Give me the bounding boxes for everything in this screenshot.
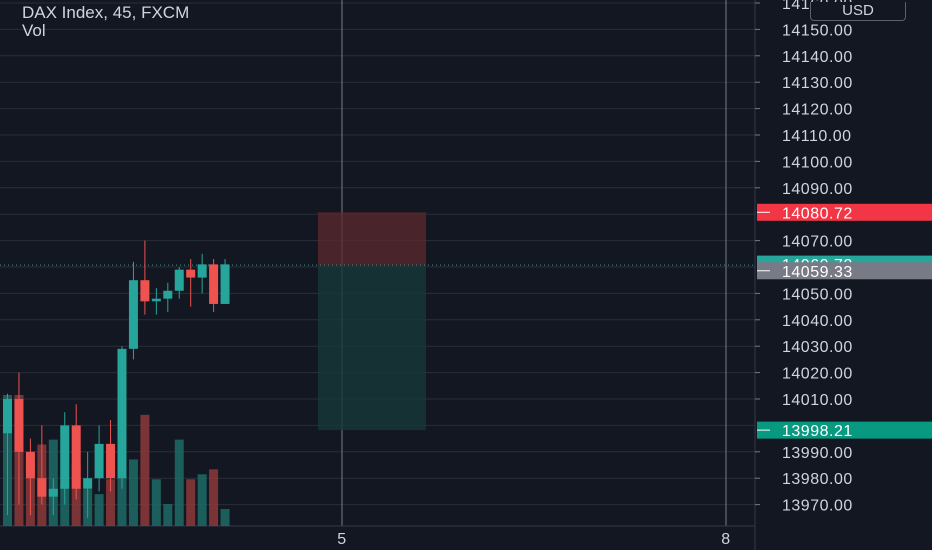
volume-bar (60, 484, 70, 526)
volume-bar (140, 414, 150, 526)
take-profit-zone (318, 265, 426, 431)
price-tick-label: 14070.00 (782, 234, 853, 251)
symbol-title[interactable]: DAX Index, 45, FXCM (22, 3, 190, 22)
candle-body (209, 264, 219, 304)
volume-indicator-label[interactable]: Vol (22, 21, 46, 40)
volume-bar (197, 474, 207, 526)
candle-body (25, 451, 35, 479)
candle-body (71, 425, 81, 489)
candle-body (163, 290, 173, 299)
price-tick-label: 14120.00 (782, 102, 853, 119)
volume-bar (209, 469, 219, 526)
price-tick-label: 13970.00 (782, 498, 853, 515)
price-tick-label: 14010.00 (782, 392, 853, 409)
price-tick-label: 14030.00 (782, 339, 853, 356)
candle-body (3, 399, 12, 434)
candle-body (37, 478, 47, 497)
candle-body (151, 298, 161, 302)
price-tick-label: 14150.00 (782, 22, 853, 39)
price-axis[interactable]: 14160.0014150.0014140.0014130.0014120.00… (755, 0, 853, 515)
price-tag-label: 13998.21 (782, 423, 853, 440)
price-tag-label: 14080.72 (782, 205, 853, 222)
price-tag-label: 14059.33 (782, 264, 853, 281)
volume-bar (106, 479, 116, 526)
candle-body (60, 425, 70, 489)
price-tick-label: 14140.00 (782, 49, 853, 66)
time-tick-label: 8 (721, 531, 730, 548)
volume-bars (3, 395, 230, 526)
candle-body (140, 280, 150, 302)
price-tick-label: 14130.00 (782, 75, 853, 92)
volume-bar (220, 509, 230, 526)
price-tick-label: 14050.00 (782, 286, 853, 303)
candle-body (197, 264, 207, 278)
candle-body (220, 264, 230, 304)
price-tag-target (757, 421, 932, 439)
price-tag-stop (757, 203, 932, 221)
volume-bar (163, 504, 173, 526)
stop-loss-zone (318, 212, 426, 266)
candle-body (186, 269, 196, 278)
price-tag-current (757, 262, 932, 280)
candle-body (106, 443, 116, 479)
candle-body (14, 399, 24, 452)
price-tick-label: 14020.00 (782, 366, 853, 383)
price-tick-label: 13990.00 (782, 445, 853, 462)
candle-body (48, 488, 58, 497)
time-tick-label: 5 (337, 531, 346, 548)
price-tick-label: 14110.00 (782, 128, 852, 145)
candle-body (128, 280, 138, 349)
volume-bar (186, 479, 196, 526)
price-tick-label: 14040.00 (782, 313, 853, 330)
candle-body (94, 443, 104, 479)
volume-bar (94, 494, 104, 526)
volume-bar (151, 479, 161, 526)
currency-button[interactable]: USD (810, 2, 906, 21)
price-tick-label: 14100.00 (782, 154, 853, 171)
volume-bar (128, 459, 138, 526)
candle-body (83, 478, 93, 489)
price-tick-label: 13980.00 (782, 471, 853, 488)
volume-bar (174, 439, 184, 526)
candle-body (117, 348, 127, 479)
price-tick-label: 14090.00 (782, 181, 853, 198)
short-position-tool[interactable] (0, 212, 755, 431)
candle-body (174, 269, 184, 291)
candlestick-series (3, 240, 230, 518)
chart-legend: DAX Index, 45, FXCM Vol (22, 4, 189, 40)
